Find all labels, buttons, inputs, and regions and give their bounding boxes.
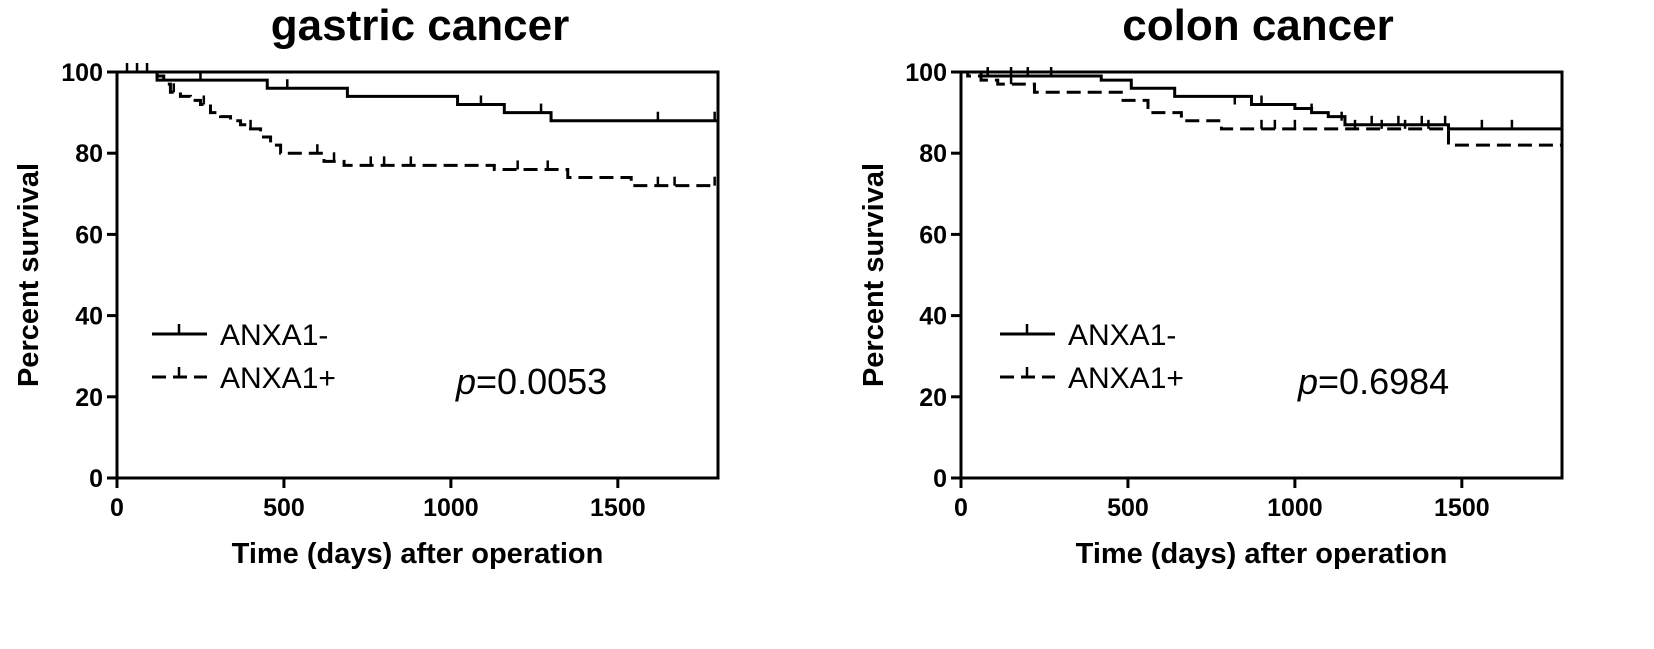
y-tick-label: 0 <box>933 465 947 493</box>
y-tick-label: 40 <box>919 303 947 331</box>
x-tick-label: 500 <box>263 494 305 522</box>
series-line-anxa1-pos <box>117 70 718 188</box>
x-tick-label: 0 <box>954 494 968 522</box>
series-line-anxa1-neg <box>117 70 718 123</box>
y-tick-label: 20 <box>75 384 103 412</box>
y-tick-label: 60 <box>919 221 947 249</box>
plot-frame <box>115 70 720 480</box>
x-tick-label: 1500 <box>590 494 646 522</box>
y-tick-label: 0 <box>89 465 103 493</box>
x-tick-label: 1000 <box>1267 494 1323 522</box>
legend-label: ANXA1+ <box>1068 362 1184 395</box>
y-axis-label: Percent survival <box>858 163 890 387</box>
chart-title: colon cancer <box>1122 1 1393 50</box>
series-line-anxa1-pos <box>961 70 1562 147</box>
p-value-annotation: p=0.6984 <box>1297 361 1449 402</box>
y-axis-label: Percent survival <box>13 163 45 387</box>
legend-label: ANXA1+ <box>220 362 336 395</box>
series-line-anxa1-neg <box>961 70 1562 131</box>
x-tick-label: 0 <box>110 494 124 522</box>
legend-label: ANXA1- <box>220 319 328 352</box>
y-tick-label: 100 <box>61 59 103 87</box>
plot-frame <box>959 70 1564 480</box>
y-tick-label: 100 <box>905 59 947 87</box>
y-tick-label: 80 <box>75 140 103 168</box>
y-tick-label: 60 <box>75 221 103 249</box>
y-tick-label: 80 <box>919 140 947 168</box>
x-tick-label: 1500 <box>1434 494 1490 522</box>
p-value-text: =0.6984 <box>1318 361 1449 402</box>
p-value-annotation: p=0.0053 <box>455 361 607 402</box>
x-axis-label: Time (days) after operation <box>232 538 604 570</box>
x-tick-label: 500 <box>1107 494 1149 522</box>
p-value-symbol: p <box>1297 361 1318 402</box>
x-axis-label: Time (days) after operation <box>1076 538 1448 570</box>
y-tick-label: 40 <box>75 303 103 331</box>
x-tick-label: 1000 <box>423 494 479 522</box>
legend-label: ANXA1- <box>1068 319 1176 352</box>
chart-title: gastric cancer <box>271 1 569 50</box>
p-value-text: =0.0053 <box>476 361 607 402</box>
p-value-symbol: p <box>455 361 476 402</box>
y-tick-label: 20 <box>919 384 947 412</box>
